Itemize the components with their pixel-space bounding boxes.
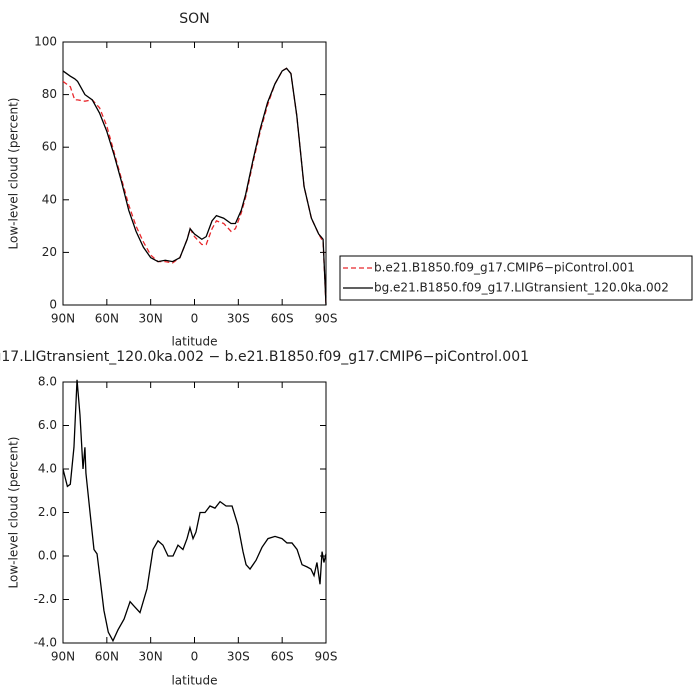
y-tick-label: 20: [42, 245, 57, 259]
x-tick-label: 30N: [139, 312, 163, 326]
x-tick-label: 60N: [95, 312, 119, 326]
x-tick-label: 0: [191, 312, 199, 326]
y-tick-label: 4.0: [38, 462, 57, 476]
x-tick-label: 90S: [315, 650, 338, 664]
legend-label: b.e21.B1850.f09_g17.CMIP6−piControl.001: [374, 261, 635, 275]
legend-label: bg.e21.B1850.f09_g17.LIGtransient_120.0k…: [374, 281, 669, 295]
x-tick-label: 60N: [95, 650, 119, 664]
y-tick-label: 40: [42, 192, 57, 206]
y-tick-label: 80: [42, 87, 57, 101]
chart-title: SON: [179, 11, 209, 27]
y-tick-label: 100: [34, 35, 57, 49]
y-tick-label: 0: [49, 298, 57, 312]
plot-frame: [62, 381, 327, 644]
x-tick-label: 90S: [315, 312, 338, 326]
x-tick-label: 30N: [139, 650, 163, 664]
x-axis-label: latitude: [171, 335, 217, 349]
y-tick-label: 60: [42, 140, 57, 154]
data-line: [62, 379, 327, 643]
chart-title: bg.e21.B1850.f09_g17.LIGtransient_120.0k…: [0, 349, 529, 365]
y-tick-label: 6.0: [38, 418, 57, 432]
plot-frame: [62, 41, 327, 306]
legend-box: [339, 255, 693, 301]
x-tick-label: 90N: [51, 650, 75, 664]
x-tick-label: 60S: [271, 312, 294, 326]
x-tick-label: 0: [191, 650, 199, 664]
x-tick-label: 30S: [227, 312, 250, 326]
x-tick-label: 90N: [51, 312, 75, 326]
x-tick-label: 30S: [227, 650, 250, 664]
y-axis-label: Low-level cloud (percent): [7, 437, 21, 589]
y-axis-label: Low-level cloud (percent): [7, 98, 21, 250]
y-tick-label: -2.0: [34, 592, 57, 606]
y-tick-label: 2.0: [38, 505, 57, 519]
data-line: [62, 67, 327, 306]
x-tick-label: 60S: [271, 650, 294, 664]
y-tick-label: -4.0: [34, 636, 57, 650]
data-line: [62, 67, 327, 306]
x-axis-label: latitude: [171, 674, 217, 688]
y-tick-label: 8.0: [38, 375, 57, 389]
y-tick-label: 0.0: [38, 549, 57, 563]
